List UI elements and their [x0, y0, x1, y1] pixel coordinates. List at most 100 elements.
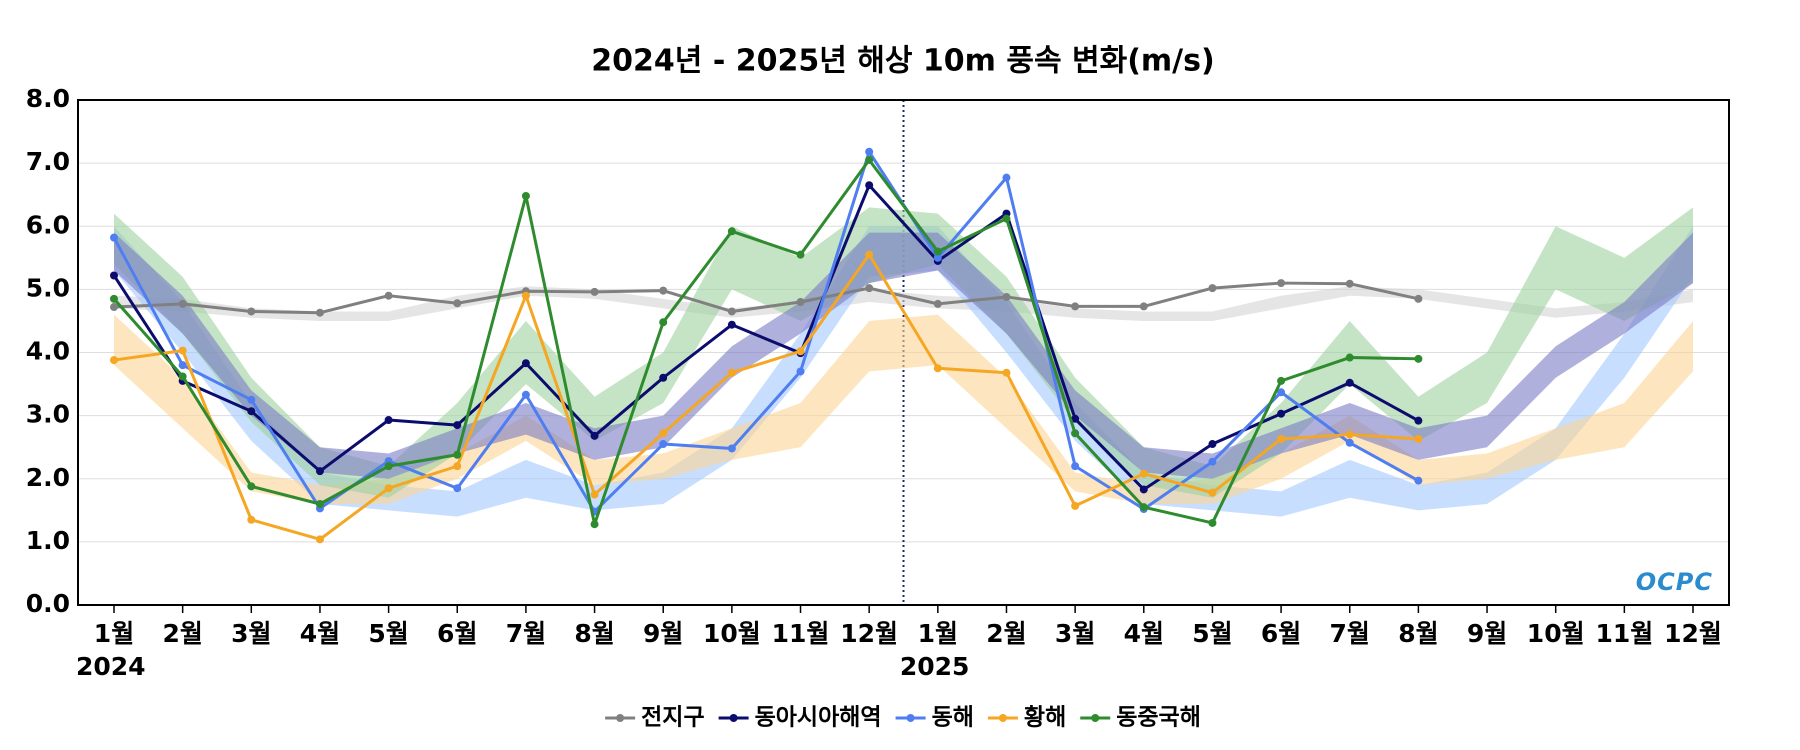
- series-point: [1002, 368, 1011, 377]
- y-tick-label: 5.0: [26, 273, 70, 302]
- series-point: [1071, 414, 1080, 423]
- series-point: [1071, 462, 1080, 471]
- legend-swatch-dot: [729, 714, 738, 722]
- x-tick-label: 7월: [1330, 619, 1370, 648]
- series-point: [590, 287, 599, 296]
- y-tick-label: 7.0: [26, 147, 70, 176]
- series-point: [659, 440, 668, 449]
- series-point: [521, 191, 530, 200]
- series-point: [178, 346, 187, 355]
- series-point: [590, 431, 599, 440]
- legend: 전지구 동아시아해역 동해 황해 동중국해: [605, 705, 1201, 731]
- series-point: [1345, 353, 1354, 362]
- series-point: [384, 484, 393, 493]
- series-point: [1208, 284, 1217, 293]
- x-tick-label: 8월: [574, 619, 614, 648]
- series-line: [112, 150, 1420, 514]
- series-point: [865, 147, 874, 156]
- series-point: [1414, 294, 1423, 303]
- x-sublabel: 2024: [76, 652, 146, 681]
- series-point: [1414, 354, 1423, 363]
- legend-swatch-dot: [906, 714, 915, 722]
- series-point: [1414, 416, 1423, 425]
- x-tick-label: 5월: [1192, 619, 1232, 648]
- x-tick-label: 10월: [703, 619, 761, 648]
- series-point: [590, 520, 599, 529]
- series-point: [1414, 434, 1423, 443]
- legend-label: 전지구: [641, 705, 704, 731]
- series-point: [1002, 173, 1011, 182]
- x-tick-label: 2월: [986, 619, 1026, 648]
- x-tick-label: 5월: [368, 619, 408, 648]
- x-tick-label: 11월: [1595, 619, 1653, 648]
- legend-label: 동해: [932, 705, 974, 731]
- x-tick-label: 1월: [918, 619, 958, 648]
- series-point: [1139, 503, 1148, 512]
- series-point: [933, 253, 942, 262]
- legend-swatch-dot: [616, 714, 625, 722]
- series-point: [1071, 302, 1080, 311]
- x-tick-label: 3월: [231, 619, 271, 648]
- series-point: [1208, 488, 1217, 497]
- series-point: [1071, 429, 1080, 438]
- series-line: [113, 253, 1419, 541]
- series-point: [1208, 440, 1217, 449]
- series-point: [110, 294, 118, 303]
- y-tick-label: 2.0: [26, 463, 70, 492]
- series-point: [110, 271, 118, 280]
- series-point: [315, 308, 324, 317]
- series-point: [1277, 388, 1286, 397]
- x-tick-label: 11월: [772, 619, 830, 648]
- series-point: [1345, 279, 1354, 288]
- legend-label: 황해: [1024, 705, 1066, 731]
- x-tick-label: 12월: [840, 619, 898, 648]
- series-point: [384, 462, 393, 471]
- series-point: [453, 462, 462, 471]
- x-tick-label: 1월: [94, 619, 134, 648]
- series-point: [659, 286, 668, 295]
- series-point: [110, 233, 118, 242]
- series-point: [1345, 378, 1354, 387]
- y-tick-label: 6.0: [26, 210, 70, 239]
- chart-title: 2024년 - 2025년 해상 10m 풍속 변화(m/s): [591, 44, 1214, 79]
- x-sublabel: 2025: [900, 652, 970, 681]
- series-point: [384, 416, 393, 425]
- series-point: [453, 450, 462, 459]
- series-point: [1208, 457, 1217, 466]
- x-tick-label: 9월: [1467, 619, 1507, 648]
- legend-label: 동중국해: [1116, 705, 1201, 731]
- series-point: [178, 299, 187, 308]
- series-point: [1345, 430, 1354, 439]
- series-point: [659, 318, 668, 327]
- range-band: [114, 314, 1693, 504]
- series-point: [796, 250, 805, 259]
- y-tick-label: 4.0: [26, 337, 70, 366]
- series-point: [590, 490, 599, 499]
- x-tick-label: 4월: [1124, 619, 1164, 648]
- y-tick-label: 3.0: [26, 400, 70, 429]
- series-point: [865, 284, 874, 293]
- x-tick-label: 6월: [1261, 619, 1301, 648]
- series-point: [1277, 279, 1286, 288]
- legend-swatch-dot: [998, 714, 1007, 722]
- series-point: [1277, 376, 1286, 385]
- series-point: [865, 181, 874, 190]
- series-point: [796, 347, 805, 356]
- x-tick-label: 7월: [506, 619, 546, 648]
- x-tick-label: 3월: [1055, 619, 1095, 648]
- series-point: [727, 307, 736, 316]
- series-point: [1414, 476, 1423, 485]
- logo: OCPC: [1636, 568, 1713, 596]
- series-point: [247, 407, 256, 416]
- series-point: [453, 421, 462, 430]
- series-point: [247, 307, 256, 316]
- x-tick-label: 8월: [1398, 619, 1438, 648]
- series-point: [178, 361, 187, 370]
- x-tick-label: 4월: [300, 619, 340, 648]
- series-line: [112, 183, 1420, 491]
- series-point: [796, 298, 805, 306]
- series-point: [1071, 501, 1080, 510]
- series-point: [933, 364, 942, 373]
